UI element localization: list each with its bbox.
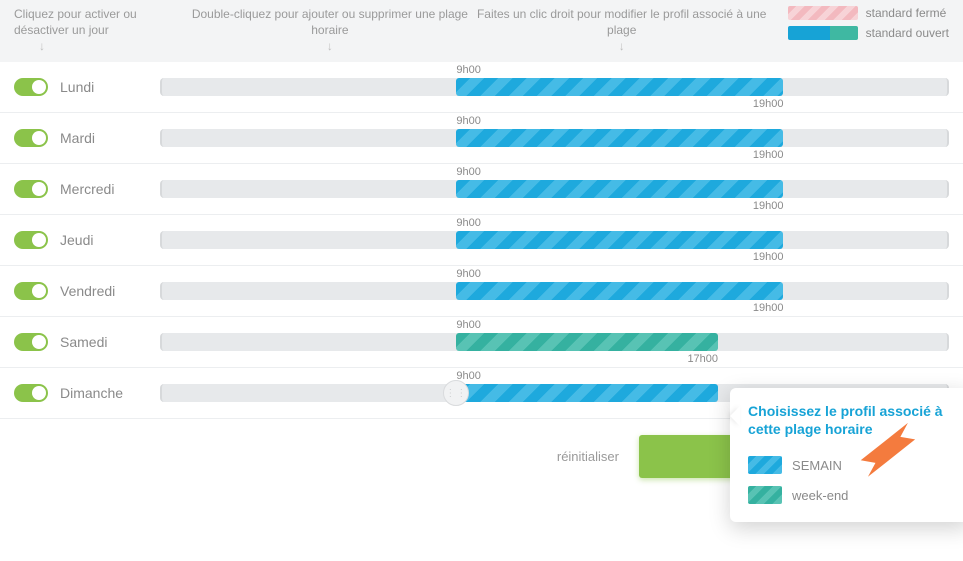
time-end-label: 17h00: [687, 353, 718, 365]
time-range[interactable]: [456, 78, 783, 96]
legend-open: standard ouvert: [788, 26, 949, 40]
popup-title: Choisissez le profil associé à cette pla…: [748, 402, 952, 438]
day-label: Lundi: [60, 79, 150, 95]
hint-toggle-text: Cliquez pour activer ou désactiver un jo…: [14, 7, 137, 37]
profile-swatch: [748, 456, 782, 474]
time-start-label: 9h00: [456, 64, 480, 76]
day-toggle[interactable]: [14, 231, 48, 249]
time-end-label: 19h00: [753, 251, 784, 263]
day-toggle[interactable]: [14, 129, 48, 147]
day-toggle[interactable]: [14, 282, 48, 300]
time-track[interactable]: 9h0019h00: [160, 180, 949, 198]
time-track[interactable]: 9h00⋮⋮Choisissez le profil associé à cet…: [160, 384, 949, 402]
legend-open-swatch: [788, 26, 858, 40]
time-range[interactable]: [456, 129, 783, 147]
time-start-label: 9h00: [456, 319, 480, 331]
legend-closed: standard fermé: [788, 6, 949, 20]
day-label: Jeudi: [60, 232, 150, 248]
legend-closed-swatch: [788, 6, 858, 20]
day-toggle[interactable]: [14, 180, 48, 198]
hint-add-range-text: Double-cliquez pour ajouter ou supprimer…: [192, 7, 468, 37]
time-track[interactable]: 9h0019h00: [160, 78, 949, 96]
time-start-label: 9h00: [456, 268, 480, 280]
time-track[interactable]: 9h0019h00: [160, 282, 949, 300]
time-start-label: 9h00: [456, 217, 480, 229]
day-row: Dimanche 9h00⋮⋮Choisissez le profil assoc…: [0, 368, 963, 419]
profile-swatch: [748, 486, 782, 504]
hints-bar: Cliquez pour activer ou désactiver un jo…: [0, 0, 963, 62]
legend-open-label: standard ouvert: [866, 26, 949, 40]
day-label: Mercredi: [60, 181, 150, 197]
hint-edit-profile-text: Faites un clic droit pour modifier le pr…: [477, 7, 766, 37]
day-label: Vendredi: [60, 283, 150, 299]
day-toggle[interactable]: [14, 384, 48, 402]
schedule-rows: Lundi9h0019h00Mardi9h0019h00Mercredi9h00…: [0, 62, 963, 419]
day-row: Mercredi9h0019h00: [0, 164, 963, 215]
time-range[interactable]: [456, 333, 718, 351]
profile-option-label: SEMAIN: [792, 458, 842, 473]
legend: standard fermé standard ouvert: [768, 6, 949, 40]
legend-closed-label: standard fermé: [866, 6, 947, 20]
time-end-label: 19h00: [753, 149, 784, 161]
time-range[interactable]: [456, 180, 783, 198]
hint-arrow-icon: ↓: [327, 38, 333, 54]
hint-toggle: Cliquez pour activer ou désactiver un jo…: [14, 6, 184, 40]
profile-popup: Choisissez le profil associé à cette pla…: [730, 388, 963, 522]
reset-link[interactable]: réinitialiser: [557, 449, 619, 464]
day-label: Mardi: [60, 130, 150, 146]
day-row: Jeudi9h0019h00: [0, 215, 963, 266]
time-end-label: 19h00: [753, 200, 784, 212]
time-end-label: 19h00: [753, 98, 784, 110]
day-toggle[interactable]: [14, 333, 48, 351]
day-row: Lundi9h0019h00: [0, 62, 963, 113]
drag-handle[interactable]: ⋮⋮: [443, 380, 469, 406]
day-row: Vendredi9h0019h00: [0, 266, 963, 317]
profile-option-weekend[interactable]: week-end: [748, 480, 952, 510]
time-end-label: 19h00: [753, 302, 784, 314]
time-start-label: 9h00: [456, 166, 480, 178]
profile-option-semaine[interactable]: SEMAIN: [748, 450, 952, 480]
hint-arrow-icon: ↓: [619, 38, 625, 54]
hint-arrow-icon: ↓: [39, 38, 45, 54]
day-row: Samedi9h0017h00: [0, 317, 963, 368]
time-start-label: 9h00: [456, 115, 480, 127]
time-range[interactable]: [456, 282, 783, 300]
day-toggle[interactable]: [14, 78, 48, 96]
time-track[interactable]: 9h0017h00: [160, 333, 949, 351]
day-label: Dimanche: [60, 385, 150, 401]
day-row: Mardi9h0019h00: [0, 113, 963, 164]
day-label: Samedi: [60, 334, 150, 350]
profile-option-label: week-end: [792, 488, 848, 503]
time-range[interactable]: [456, 384, 718, 402]
hint-edit-profile: Faites un clic droit pour modifier le pr…: [476, 6, 768, 40]
time-track[interactable]: 9h0019h00: [160, 231, 949, 249]
time-track[interactable]: 9h0019h00: [160, 129, 949, 147]
time-range[interactable]: [456, 231, 783, 249]
hint-add-range: Double-cliquez pour ajouter ou supprimer…: [184, 6, 476, 40]
